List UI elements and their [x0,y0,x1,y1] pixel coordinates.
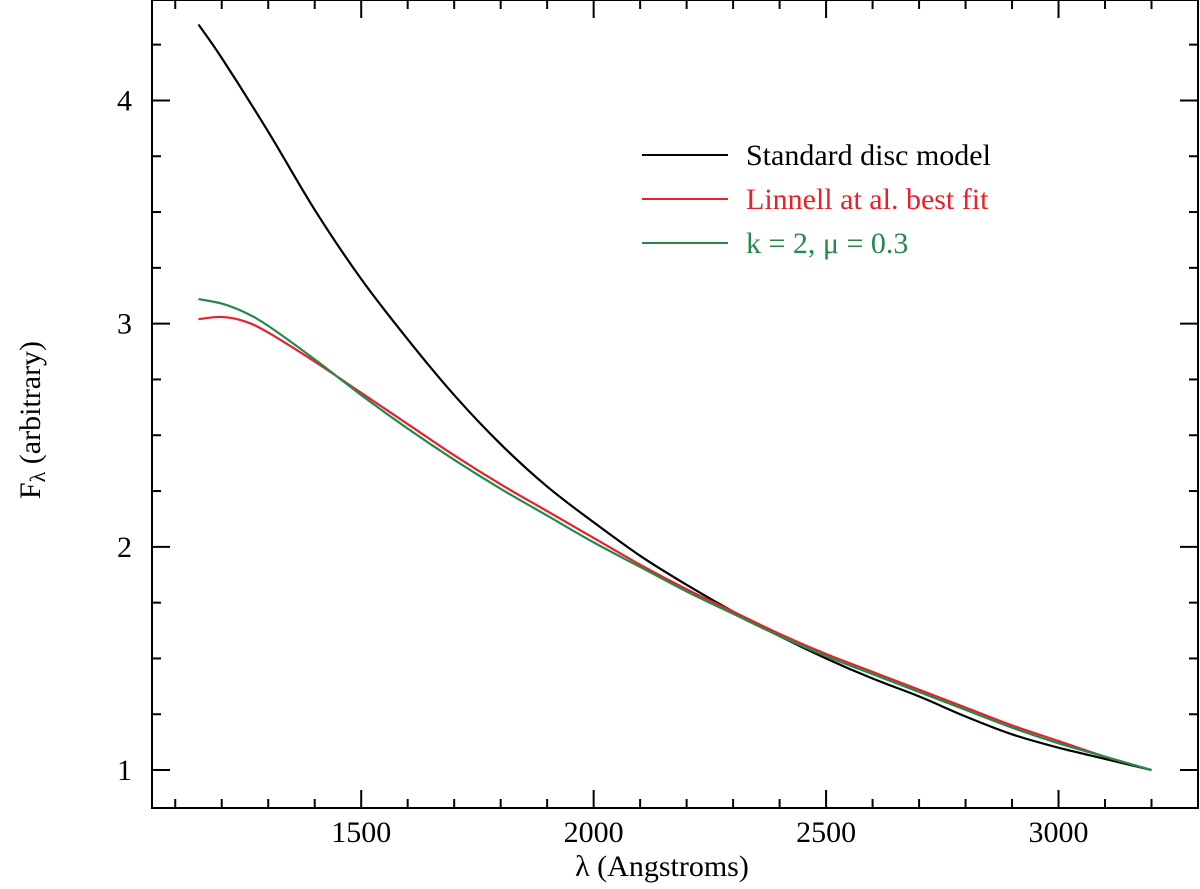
series-line-standard-disc [197,23,1152,772]
y-tick-label: 4 [117,84,132,117]
x-tick-label: 1500 [331,816,391,849]
x-tick-label: 3000 [1029,816,1089,849]
plot-frame [151,0,1199,809]
y-axis-title-main: F [14,482,47,499]
x-tick-labels: 1500 2000 2500 3000 [331,816,1088,849]
y-axis-title-rest: (arbitrary) [14,341,47,472]
series-lines [197,23,1152,772]
series-line-k2-mu03 [198,298,1152,772]
major-ticks [152,0,1198,808]
legend-label-linnell: Linnell at al. best fit [746,183,989,216]
y-tick-labels: 1 2 3 4 [117,84,132,787]
series-line-linnell [198,315,1152,772]
legend-label-standard: Standard disc model [746,139,991,172]
x-tick-label: 2000 [564,816,624,849]
legend: Standard disc model Linnell at al. best … [642,139,991,260]
minor-ticks [152,0,1199,808]
y-tick-label: 3 [117,308,132,341]
x-axis-title: λ (Angstroms) [575,850,749,883]
y-axis-title-sub: λ [25,471,50,482]
y-tick-label: 2 [117,531,132,564]
y-axis-title: Fλ (arbitrary) [14,341,50,499]
x-tick-label: 2500 [796,816,856,849]
legend-label-k2: k = 2, μ = 0.3 [746,227,908,260]
y-tick-label: 1 [117,754,132,787]
